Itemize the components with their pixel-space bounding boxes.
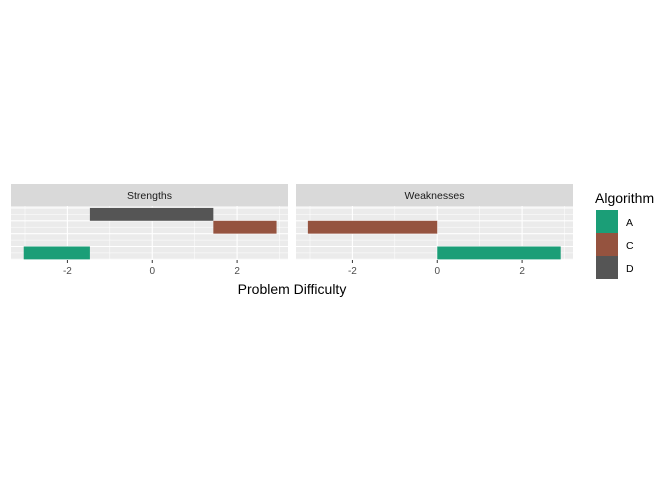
bar-C [213,220,277,234]
bar-D [89,207,214,221]
x-tick-label: -2 [63,266,72,277]
legend-label: A [626,217,633,229]
x-tick-label: -2 [348,266,357,277]
strip-background [296,184,573,206]
bar-A [23,246,90,260]
legend-key-A [596,210,618,233]
strip-label: Weaknesses [405,190,465,202]
panel-strengths: -2 0 2 Strengths [11,184,288,277]
strip-label: Strengths [127,190,172,202]
x-axis-title: Problem Difficulty [238,281,347,297]
bar-C [307,220,438,234]
legend-label: D [626,263,634,275]
x-tick-label: 0 [434,266,440,277]
legend-title: Algorithm [595,190,654,206]
bar-A [437,246,561,260]
x-tick-label: 0 [149,266,155,277]
legend-label: C [626,240,634,252]
legend-key-D [596,256,618,279]
x-tick-label: 2 [519,266,525,277]
legend-key-C [596,233,618,256]
strip-background [11,184,288,206]
panel-weaknesses: -2 0 2 Weaknesses [296,184,573,277]
x-tick-label: 2 [234,266,240,277]
